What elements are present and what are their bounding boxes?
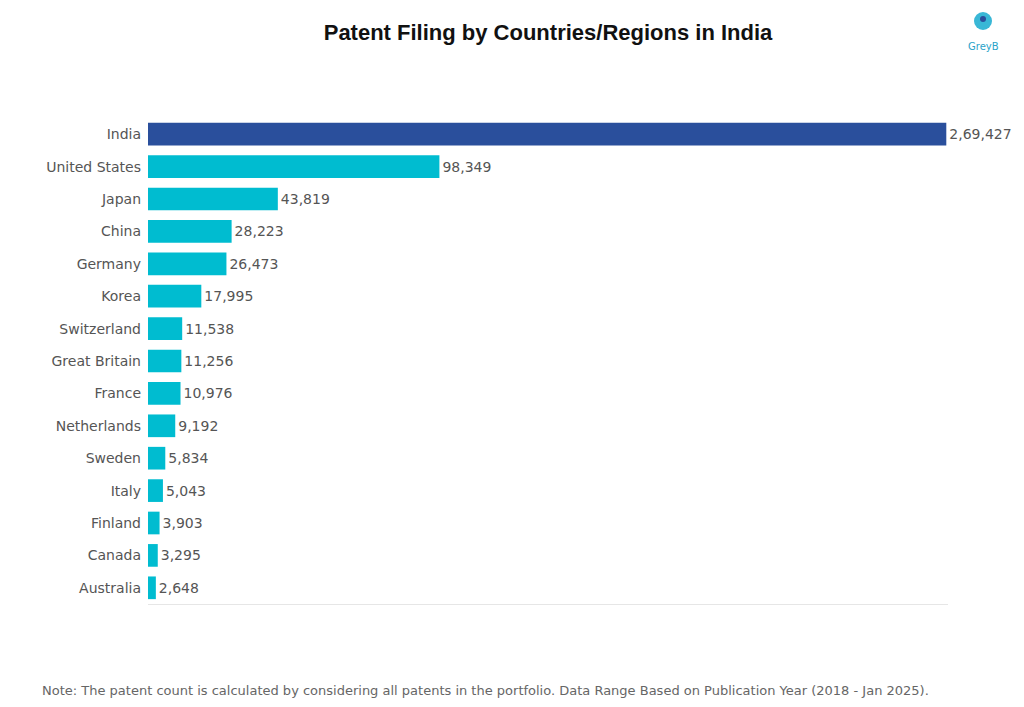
svg-text:43,819: 43,819 <box>281 191 330 207</box>
svg-text:Australia: Australia <box>79 580 141 596</box>
svg-text:Italy: Italy <box>111 483 141 499</box>
svg-text:10,976: 10,976 <box>184 385 233 401</box>
svg-text:3,903: 3,903 <box>163 515 203 531</box>
svg-text:98,349: 98,349 <box>442 159 491 175</box>
svg-text:5,043: 5,043 <box>166 483 206 499</box>
svg-text:Netherlands: Netherlands <box>56 418 141 434</box>
svg-text:Japan: Japan <box>101 191 141 207</box>
svg-text:2,648: 2,648 <box>159 580 199 596</box>
svg-text:Finland: Finland <box>91 515 141 531</box>
svg-text:France: France <box>94 385 141 401</box>
svg-text:26,473: 26,473 <box>229 256 278 272</box>
svg-text:China: China <box>101 223 141 239</box>
svg-text:Note: The patent count is calc: Note: The patent count is calculated by … <box>42 683 929 698</box>
svg-text:11,538: 11,538 <box>185 321 234 337</box>
svg-text:5,834: 5,834 <box>168 450 208 466</box>
svg-text:Sweden: Sweden <box>86 450 141 466</box>
svg-text:Great Britain: Great Britain <box>51 353 141 369</box>
svg-text:Korea: Korea <box>101 288 141 304</box>
svg-text:11,256: 11,256 <box>184 353 233 369</box>
svg-text:9,192: 9,192 <box>178 418 218 434</box>
svg-text:28,223: 28,223 <box>235 223 284 239</box>
svg-text:Canada: Canada <box>88 547 141 563</box>
svg-text:United States: United States <box>46 159 141 175</box>
svg-text:Switzerland: Switzerland <box>59 321 141 337</box>
svg-text:India: India <box>107 126 141 142</box>
svg-text:3,295: 3,295 <box>161 547 201 563</box>
svg-text:2,69,427: 2,69,427 <box>949 126 1011 142</box>
svg-text:Patent Filing by Countries/Reg: Patent Filing by Countries/Regions in In… <box>324 20 773 45</box>
svg-text:17,995: 17,995 <box>204 288 253 304</box>
svg-text:Germany: Germany <box>77 256 141 272</box>
svg-text:GreyB: GreyB <box>968 41 999 52</box>
